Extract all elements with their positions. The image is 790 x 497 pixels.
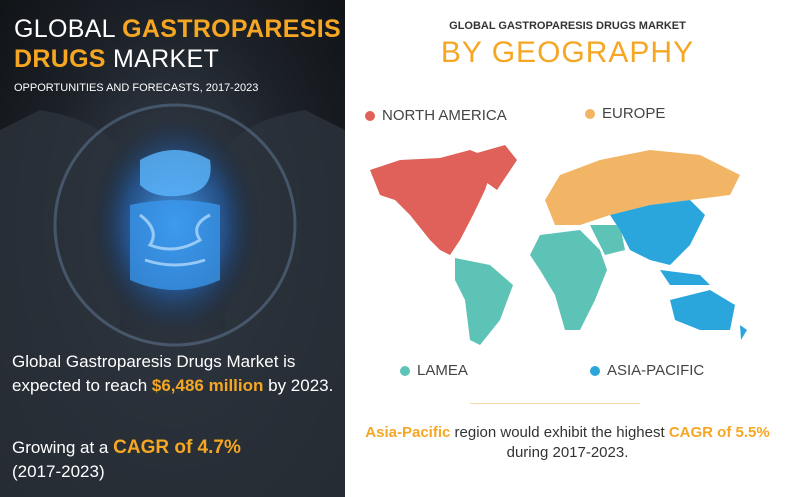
section-subheading: BY GEOGRAPHY xyxy=(440,36,695,69)
map-shape xyxy=(670,290,735,330)
legend-label: LAMEA xyxy=(417,362,468,379)
legend-label: EUROPE xyxy=(602,105,666,122)
stat-text: Global Gastroparesis Drugs Market is exp… xyxy=(12,352,296,395)
legend-item: EUROPE xyxy=(585,105,665,122)
body-illustration xyxy=(0,103,345,497)
title-highlight: DRUGS xyxy=(14,45,106,73)
stat-market-size: Global Gastroparesis Drugs Market is exp… xyxy=(12,350,337,398)
legend-dot xyxy=(400,365,410,376)
map-shape xyxy=(590,225,625,255)
legend-item: ASIA-PACIFIC xyxy=(590,362,704,379)
footer-note: Asia-Pacific region would exhibit the hi… xyxy=(345,423,790,463)
section-heading: GLOBAL GASTROPARESIS DRUGS MARKET xyxy=(449,20,686,32)
map-shape xyxy=(370,150,495,255)
stat-highlight: CAGR of 4.7% xyxy=(113,437,241,458)
map-lamea xyxy=(455,225,625,345)
left-panel: GLOBAL GASTROPARESIS DRUGS MARKET OPPORT… xyxy=(0,0,345,497)
legend-dot xyxy=(585,108,595,119)
map-shape xyxy=(740,325,747,340)
subtitle: OPPORTUNITIES AND FORECASTS, 2017-2023 xyxy=(14,82,259,94)
footer-text: during 2017-2023. xyxy=(506,444,629,461)
title-text: GLOBAL xyxy=(14,15,115,43)
map-shape xyxy=(610,200,705,265)
map-asia-pacific xyxy=(610,200,747,340)
map-shape xyxy=(470,145,517,190)
legend-dot xyxy=(590,365,600,376)
map-shape xyxy=(530,230,607,330)
map-europe xyxy=(545,150,740,225)
stat-highlight: $6,486 million xyxy=(151,376,264,395)
stat-text: (2017-2023) xyxy=(12,462,105,481)
title-highlight: GASTROPARESIS xyxy=(122,15,341,43)
footer-highlight: CAGR of 5.5% xyxy=(668,424,770,441)
footer-text: region would exhibit the highest xyxy=(454,424,665,441)
title: GLOBAL GASTROPARESIS DRUGS MARKET xyxy=(14,14,341,74)
map-shape xyxy=(545,150,740,225)
footer-highlight: Asia-Pacific xyxy=(365,424,451,441)
map-north-america xyxy=(370,145,517,255)
legend-item: LAMEA xyxy=(400,362,468,379)
separator xyxy=(470,403,640,404)
legend-dot xyxy=(365,110,375,121)
stat-cagr: Growing at a CAGR of 4.7% (2017-2023) xyxy=(12,436,337,484)
title-text: MARKET xyxy=(113,45,220,73)
legend-label: ASIA-PACIFIC xyxy=(607,362,705,379)
stat-text: by 2023. xyxy=(268,376,334,395)
map-shape xyxy=(660,270,710,285)
right-panel: GLOBAL GASTROPARESIS DRUGS MARKET BY GEO… xyxy=(345,0,790,497)
legend-item: NORTH AMERICA xyxy=(365,107,507,124)
map-shape xyxy=(455,258,513,345)
legend-label: NORTH AMERICA xyxy=(382,107,507,124)
stat-text: Growing at a xyxy=(12,438,109,457)
world-map xyxy=(370,145,747,345)
